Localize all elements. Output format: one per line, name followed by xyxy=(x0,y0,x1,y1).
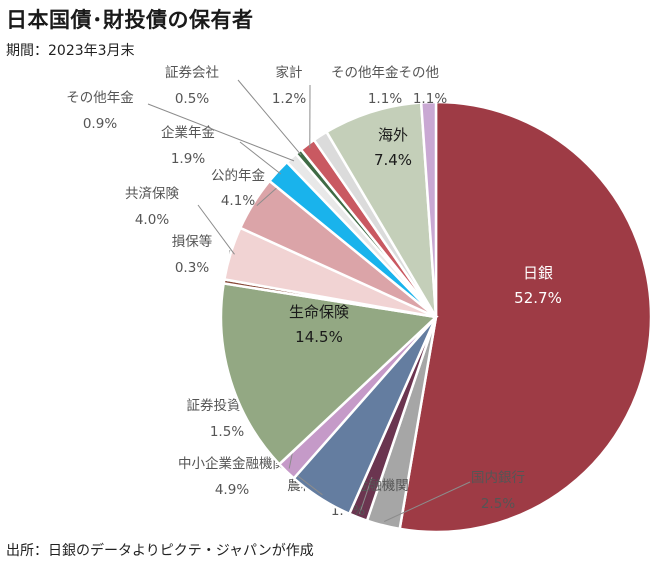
slice-pct-6: 0.3% xyxy=(175,260,209,276)
slice-label-9: 企業年金 xyxy=(161,124,215,141)
leader-line-7 xyxy=(197,204,235,255)
slice-pct-11: 0.5% xyxy=(175,91,209,107)
slice-label-8: 公的年金 xyxy=(211,168,265,184)
slice-label-1: 国内銀行 xyxy=(471,470,525,486)
slice-pct-1: 2.5% xyxy=(481,496,515,512)
slice-label-11: 証券会社 xyxy=(165,65,219,81)
slice-pct-15: 1.1% xyxy=(413,91,447,107)
slice-label-5: 生命保険 xyxy=(289,303,349,321)
slice-pct-4: 1.5% xyxy=(210,424,244,440)
chart-title: 日本国債･財投債の保有者 xyxy=(6,8,254,32)
slice-label-3: 中小企業金融機関 xyxy=(178,455,286,472)
pie-slice-5 xyxy=(219,281,439,466)
pie-slice-0 xyxy=(398,100,653,534)
slice-pct-5: 14.5% xyxy=(295,328,343,346)
pie-slice-14 xyxy=(324,101,438,318)
slice-pct-7: 4.0% xyxy=(135,212,169,228)
slice-pct-9: 1.9% xyxy=(171,151,205,167)
slice-pct-0: 52.7% xyxy=(514,289,562,307)
leader-line-11 xyxy=(237,79,302,156)
slice-pct-13: 1.1% xyxy=(368,91,402,107)
slice-label-12: 家計 xyxy=(276,64,303,81)
chart-subtitle: 期間：2023年3月末 xyxy=(6,43,135,59)
leader-line-9 xyxy=(239,141,282,175)
slice-label-14: 海外 xyxy=(378,126,408,144)
slice-label-10: その他年金 xyxy=(66,90,134,106)
slice-pct-14: 7.4% xyxy=(374,151,412,169)
slice-pct-3: 4.9% xyxy=(215,482,249,498)
leader-line-8 xyxy=(256,184,281,206)
slice-pct-10: 0.9% xyxy=(83,116,117,132)
slice-label-13: その他年金その他 xyxy=(331,65,439,81)
leader-line-10 xyxy=(147,103,295,162)
slice-pct-8: 4.1% xyxy=(221,193,255,209)
leader-line-1 xyxy=(383,481,471,522)
source-note: 出所：日銀のデータよりピクテ・ジャパンが作成 xyxy=(6,543,314,559)
slice-pct-12: 1.2% xyxy=(272,91,306,107)
slice-label-6: 損保等 xyxy=(172,233,213,250)
slice-label-0: 日銀 xyxy=(523,264,553,282)
leader-line-2 xyxy=(359,476,373,514)
pie-slice-15 xyxy=(419,100,438,318)
slice-label-7: 共済保険 xyxy=(125,186,179,202)
